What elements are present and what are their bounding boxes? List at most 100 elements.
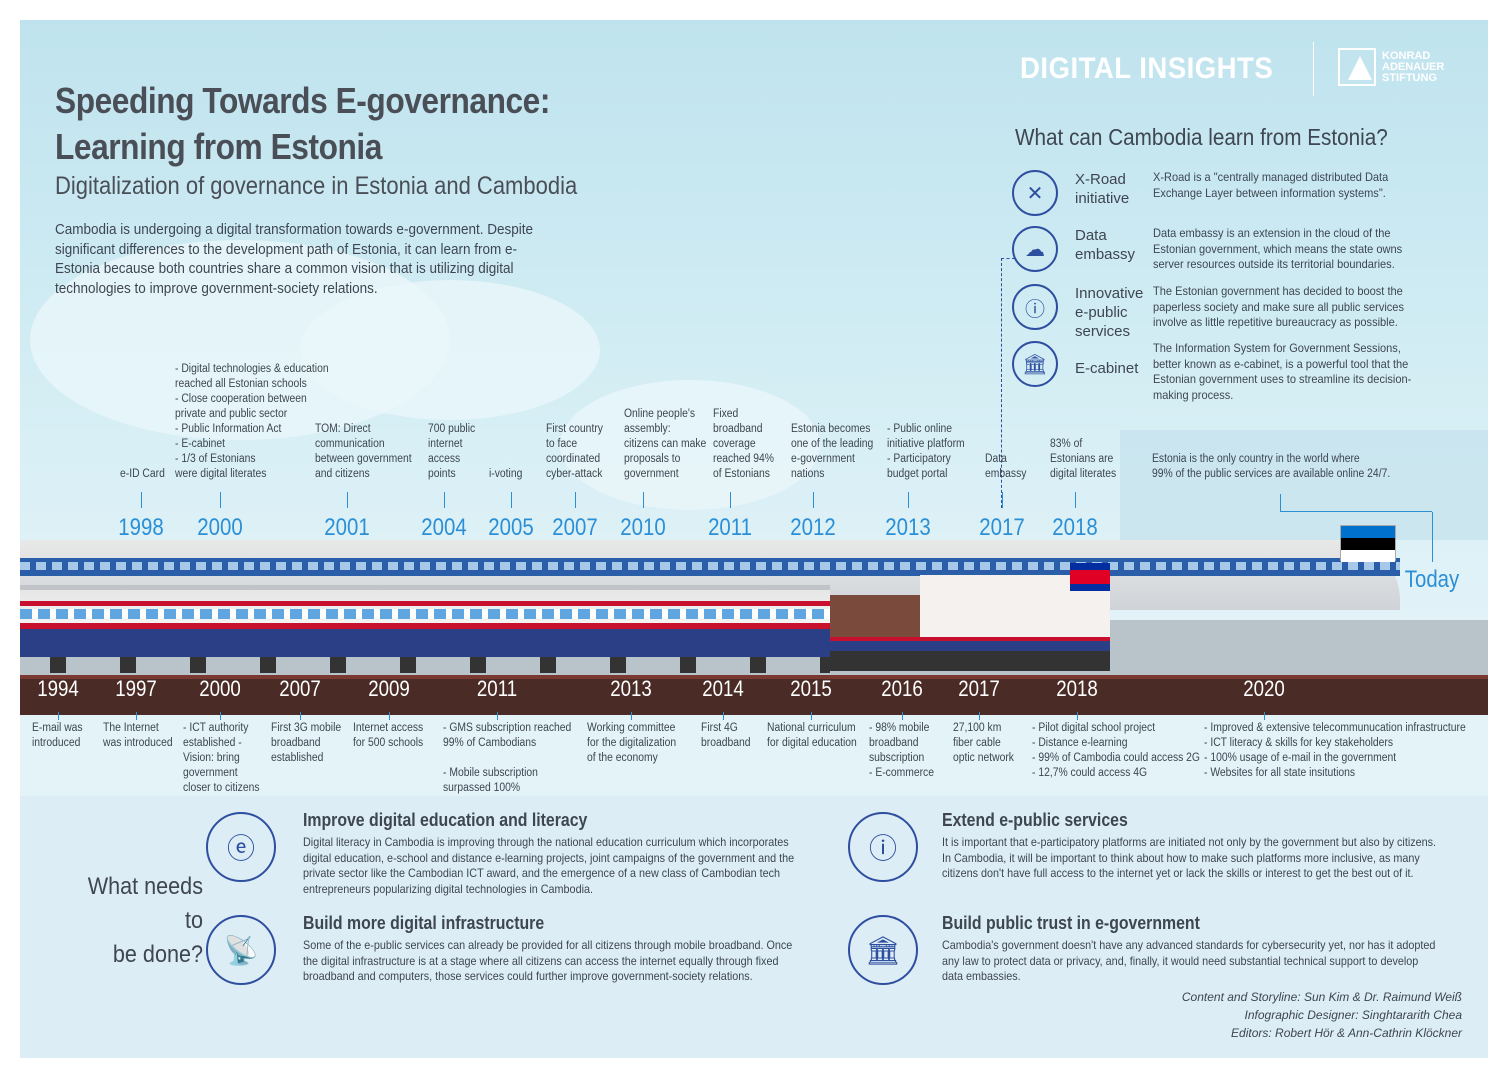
learn-item-desc: X-Road is a "centrally managed distribut… [1153, 170, 1389, 200]
cambodia-event: Working committee for the digitalization… [587, 722, 677, 764]
learn-item-name: X-Road initiative [1075, 171, 1130, 207]
cambodia-event: E-mail was introduced [32, 722, 83, 749]
cambodia-event: National curriculum for digital educatio… [767, 722, 857, 749]
cambodia-year: 2018 [1056, 676, 1098, 701]
estonia-flag [1340, 525, 1396, 562]
cambodia-year: 2015 [790, 676, 832, 701]
brand-title: DIGITAL INSIGHTS [1020, 52, 1274, 85]
estonia-event: 700 public internet access points [428, 423, 476, 480]
learn-item-desc: The Estonian government has decided to b… [1153, 284, 1404, 329]
city-skyline [1120, 430, 1488, 540]
todo-title: Build more digital infrastructure [303, 913, 545, 933]
cambodia-year: 2020 [1243, 676, 1285, 701]
estonia-event: - Digital technologies & education reach… [175, 363, 329, 480]
credit-line: Editors: Robert Hör & Ann-Cathrin Klöckn… [1231, 1026, 1462, 1040]
locomotive [830, 575, 1110, 675]
credit-line: Infographic Designer: Singhtararith Chea [1244, 1008, 1462, 1022]
cambodia-event: Internet access for 500 schools [353, 722, 424, 749]
cambodia-flag [1070, 563, 1110, 591]
estonia-event: First country to face coordinated cyber-… [546, 423, 603, 480]
estonia-event: TOM: Direct communication between govern… [315, 423, 412, 480]
todo-title: Extend e-public services [942, 810, 1128, 830]
learn-item-name: Innovative e-public services [1075, 285, 1144, 340]
learn-item: ☁ Data embassy Data embassy is an extens… [1012, 226, 1452, 282]
cambodia-year: 2000 [199, 676, 241, 701]
estonia-year: 2004 [421, 514, 467, 541]
brand-divider [1313, 42, 1314, 96]
cambodia-event: - GMS subscription reached 99% of Cambod… [443, 722, 572, 794]
cambodia-event: The Internet was introduced [103, 722, 173, 749]
todo-text: Digital literacy in Cambodia is improvin… [303, 835, 795, 896]
cambodia-event: - ICT authority established - Vision: br… [183, 722, 260, 794]
e-services-icon: ⓘ [848, 812, 918, 882]
learn-item-name: Data embassy [1075, 227, 1136, 263]
estonia-event: Estonia is the only country in the world… [1152, 453, 1391, 480]
x-road-icon: ✕ [1012, 170, 1058, 216]
cambodia-year: 2014 [702, 676, 744, 701]
estonia-event: 83% of Estonians are digital literates [1050, 438, 1117, 480]
antenna-tower-icon: 📡 [206, 915, 276, 985]
cambodia-event: First 4G broadband [701, 722, 751, 749]
learn-item: 🏛 E-cabinet The Information System for G… [1012, 341, 1452, 402]
cambodia-year: 2009 [368, 676, 410, 701]
estonia-year-today: Today [1404, 566, 1460, 593]
estonia-event: Estonia becomes one of the leading e-gov… [791, 423, 874, 480]
estonia-year: 2011 [708, 514, 752, 541]
cambodia-event: - 98% mobile broadband subscription - E-… [869, 722, 934, 779]
estonia-year: 2012 [790, 514, 836, 541]
estonia-year: 2000 [197, 514, 243, 541]
cambodia-event: - Improved & extensive telecommunucation… [1204, 722, 1466, 779]
cambodia-event: - Pilot digital school project - Distanc… [1032, 722, 1200, 779]
todo-text: Some of the e-public services can alread… [303, 938, 793, 983]
estonia-year: 2010 [620, 514, 666, 541]
estonia-event: - Public online initiative platform - Pa… [887, 423, 965, 480]
estonian-train [20, 540, 1400, 610]
learn-item-desc: The Information System for Government Se… [1153, 341, 1412, 402]
cambodia-year: 2017 [958, 676, 1000, 701]
cambodia-year: 1994 [37, 676, 79, 701]
estonia-event: Online people's assembly: citizens can m… [624, 408, 707, 480]
government-shield-icon: 🏛 [848, 915, 918, 985]
cambodia-year: 2013 [610, 676, 652, 701]
kas-logo-icon [1338, 48, 1376, 86]
estonia-event: i-voting [489, 468, 523, 480]
todo-title: Improve digital education and literacy [303, 810, 588, 830]
estonia-year: 2018 [1052, 514, 1098, 541]
estonia-year: 2007 [552, 514, 598, 541]
cambodia-year: 1997 [115, 676, 157, 701]
timeline-track [20, 675, 1488, 715]
learn-item: ✕ X-Road initiative X-Road is a "central… [1012, 170, 1452, 226]
cambodia-event: First 3G mobile broadband established [271, 722, 342, 764]
intro-text: Cambodia is undergoing a digital transfo… [55, 221, 534, 297]
cambodia-year: 2016 [881, 676, 923, 701]
estonia-event: Data embassy [985, 453, 1027, 480]
estonia-year: 2005 [488, 514, 534, 541]
todo-text: Cambodia's government doesn't have any a… [942, 938, 1436, 983]
credit-line: Content and Storyline: Sun Kim & Dr. Rai… [1181, 990, 1462, 1004]
estonia-event: Fixed broadband coverage reached 94% of … [713, 408, 775, 480]
cambodian-train [20, 585, 830, 675]
e-services-icon: ⓘ [1012, 284, 1058, 330]
dotted-connector [1001, 258, 1002, 508]
government-building-icon: 🏛 [1012, 341, 1058, 387]
estonia-event: e-ID Card [120, 468, 165, 480]
cambodia-event: 27,100 km fiber cable optic network [953, 722, 1014, 764]
todo-title: Build public trust in e-government [942, 913, 1200, 933]
page-title: Speeding Towards E-governance: Learning f… [55, 80, 550, 167]
learn-item: ⓘ Innovative e-public services The Eston… [1012, 284, 1452, 340]
learn-item-desc: Data embassy is an extension in the clou… [1153, 226, 1403, 271]
cambodia-year: 2011 [476, 676, 518, 701]
partner-logo: KONRAD ADENAUER STIFTUNG [1338, 48, 1444, 86]
cambodia-year: 2007 [279, 676, 321, 701]
e-book-icon: ⓔ [206, 812, 276, 882]
estonia-year: 1998 [118, 514, 164, 541]
todo-text: It is important that e-participatory pla… [942, 835, 1437, 880]
cloud-network-icon: ☁ [1012, 226, 1058, 272]
learn-item-name: E-cabinet [1075, 360, 1139, 377]
estonia-year: 2013 [885, 514, 931, 541]
dotted-connector [1001, 258, 1015, 259]
estonia-year: 2001 [324, 514, 370, 541]
todo-heading: What needs to be done? [87, 873, 203, 968]
page-subtitle: Digitalization of governance in Estonia … [55, 172, 578, 200]
learn-heading: What can Cambodia learn from Estonia? [1015, 124, 1388, 150]
